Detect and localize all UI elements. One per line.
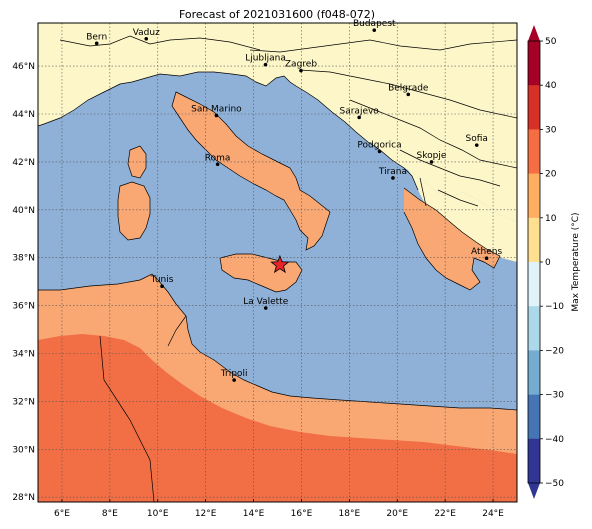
colorbar-segment — [528, 438, 540, 484]
city-label: Athens — [471, 247, 502, 257]
city-dot — [391, 176, 395, 180]
colorbar-tick-label: −10 — [545, 302, 564, 312]
city-dot — [474, 143, 479, 147]
city-label: Sofia — [466, 134, 488, 144]
colorbar-segment — [528, 217, 540, 263]
greece-peninsula — [404, 188, 500, 290]
lon-tick-label: 16°E — [291, 509, 313, 519]
city-label: Vaduz — [133, 28, 160, 38]
lat-tick-label: 28°N — [12, 493, 35, 503]
city-label: Ljubljana — [245, 54, 286, 64]
city-dot — [299, 68, 303, 73]
colorbar-segment — [528, 85, 540, 130]
lon-tick-label: 22°E — [434, 509, 456, 519]
lat-tick-label: 46°N — [12, 62, 35, 72]
lon-tick-label: 12°E — [195, 509, 217, 519]
city-dot — [263, 306, 268, 310]
colorbar-tick-label: 30 — [545, 125, 557, 135]
colorbar-extend-top — [528, 25, 540, 41]
city-dot — [232, 378, 236, 382]
city-label: La Valette — [243, 297, 288, 307]
colorbar-tick-label: −50 — [545, 479, 564, 489]
city-label: San Marino — [191, 104, 242, 114]
colorbar-tick-label: 10 — [545, 214, 557, 224]
lat-tick-label: 34°N — [12, 350, 35, 360]
map-frame — [37, 22, 518, 503]
city-label: Tunis — [150, 275, 174, 285]
colorbar-segment — [528, 129, 540, 174]
lat-tick-label: 42°N — [12, 158, 35, 168]
lon-tick-label: 14°E — [243, 509, 265, 519]
city-dot — [372, 28, 377, 32]
city-dot — [160, 284, 164, 289]
colorbar-tick-label: 20 — [545, 170, 557, 180]
city-dot — [357, 115, 361, 120]
colorbar-tick-label: −40 — [545, 435, 564, 445]
colorbar-extend-bottom — [528, 483, 540, 499]
city-label: Tirana — [378, 167, 407, 177]
city-label: Podgorica — [357, 140, 401, 150]
city-label: Skopje — [417, 151, 447, 161]
colorbar-tick-label: 50 — [545, 37, 557, 47]
lat-tick-label: 30°N — [12, 445, 35, 455]
city-dot — [484, 256, 489, 260]
city-label: Sarajevo — [340, 106, 380, 116]
city-label: Tripoli — [220, 369, 248, 379]
lon-tick-label: 8°E — [102, 509, 118, 519]
city-dot — [144, 37, 149, 41]
graticule — [38, 23, 517, 502]
lat-tick-label: 40°N — [12, 206, 35, 216]
colorbar-segment — [528, 262, 540, 307]
city-dot — [406, 92, 411, 97]
lat-tick-label: 44°N — [12, 110, 35, 120]
colorbar-segment — [528, 394, 540, 440]
city-dot — [215, 162, 220, 167]
colorbar-segment — [528, 306, 540, 351]
city-label: Budapest — [353, 19, 396, 29]
africa-hot-band — [38, 334, 517, 502]
city-dot — [263, 62, 268, 67]
land-balkan — [356, 132, 517, 262]
longitude-labels: 6°E 8°E 10°E 12°E 14°E 16°E 18°E 20°E 22°E 24°E — [54, 509, 504, 519]
city-label: Roma — [205, 153, 231, 163]
lon-tick-label: 24°E — [482, 509, 504, 519]
city-dot — [94, 41, 99, 46]
sardinia — [118, 182, 150, 240]
lat-tick-label: 32°N — [12, 397, 35, 407]
lat-tick-label: 38°N — [12, 254, 35, 264]
city-dot — [429, 160, 434, 164]
colorbar-tick-label: 40 — [545, 81, 557, 91]
map-title: Forecast of 2021031600 (f048-072) — [179, 8, 375, 21]
colorbar-segment — [528, 41, 540, 86]
colorbar-tick-label: −30 — [545, 391, 564, 401]
colorbar-segment — [528, 350, 540, 395]
city-label: Bern — [86, 32, 107, 42]
latitude-labels: 46°N 44°N 42°N 40°N 38°N 36°N 34°N 32°N 30°N 28°N — [12, 62, 35, 503]
lat-tick-label: 36°N — [12, 302, 35, 312]
lon-tick-label: 10°E — [147, 509, 169, 519]
city-label: Belgrade — [388, 83, 429, 93]
forecast-location-star — [270, 254, 290, 274]
lon-tick-label: 6°E — [54, 509, 70, 519]
city-label: Zagreb — [285, 60, 317, 70]
colorbar-tick-label: −20 — [545, 346, 564, 356]
colorbar-tick-label: 0 — [545, 258, 551, 268]
colorbar-label: Max Temperature (°C) — [571, 212, 581, 311]
city-dot — [214, 113, 219, 118]
lon-tick-label: 18°E — [339, 509, 361, 519]
city-dot — [377, 149, 382, 154]
country-borders — [38, 35, 517, 502]
colorbar-segment — [528, 173, 540, 219]
lon-tick-label: 20°E — [386, 509, 408, 519]
colorbar: 50 40 30 20 10 0 −10 −20 −30 −40 −50 Max Temperatu… — [527, 25, 581, 499]
